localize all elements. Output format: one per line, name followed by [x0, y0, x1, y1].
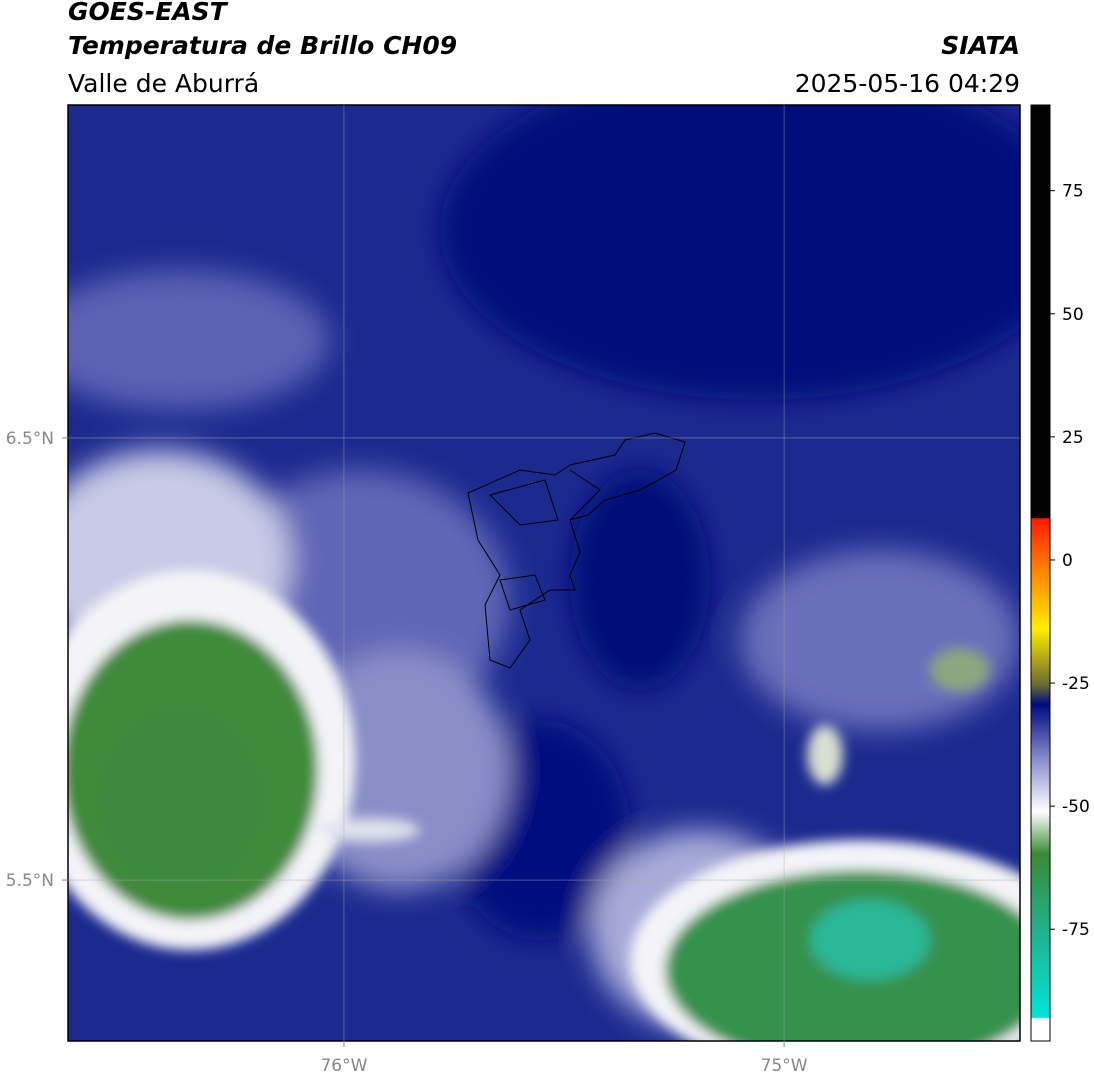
colorbar-tick-label: -75 [1062, 920, 1090, 940]
x-tick-label: 76°W [320, 1056, 367, 1076]
region: Valle de Aburrá [68, 69, 259, 98]
municipal-boundaries [467, 432, 686, 669]
colorbar-tick-label: 25 [1062, 428, 1084, 448]
datetime: 2025-05-16 04:29 [795, 69, 1020, 98]
subtitle: Temperatura de Brillo CH09 [68, 31, 457, 60]
colorbar-tick-label: -25 [1062, 674, 1090, 694]
x-tick-label: 75°W [761, 1056, 808, 1076]
map-frame [67, 104, 1021, 1042]
title: GOES-EAST [68, 0, 229, 26]
colorbar-tick-label: -50 [1062, 797, 1090, 817]
satellite-image [68, 105, 1020, 1041]
y-tick-label: 6.5°N [6, 429, 54, 449]
colorbar [1030, 104, 1051, 1042]
y-tick-label: 5.5°N [6, 871, 54, 891]
source: SIATA [941, 31, 1020, 60]
colorbar-tick-label: 50 [1062, 305, 1084, 325]
colorbar-tick-label: 0 [1062, 551, 1073, 571]
colorbar-tick-label: 75 [1062, 182, 1084, 202]
